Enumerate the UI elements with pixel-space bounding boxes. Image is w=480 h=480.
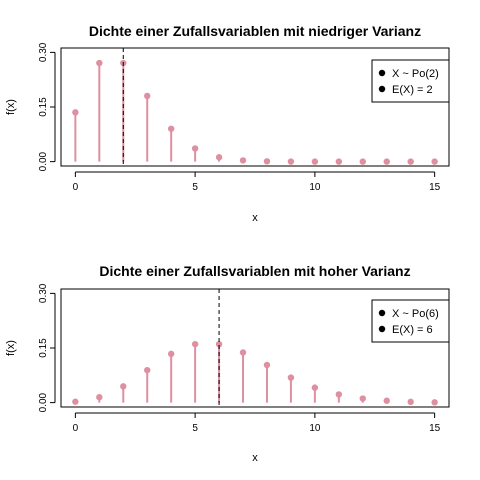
data-point (407, 158, 414, 165)
data-point (335, 391, 343, 398)
data-point (383, 158, 390, 165)
legend-box (371, 59, 450, 103)
data-point (120, 383, 127, 390)
data-point (215, 340, 223, 348)
plot-frame (60, 288, 450, 408)
chart-panel-low-variance: Dichte einer Zufallsvariablen mit niedri… (5, 23, 450, 224)
y-axis-label: f(x) (5, 99, 17, 115)
data-point (287, 374, 295, 381)
data-point (167, 125, 175, 132)
x-tick-label: 15 (429, 423, 441, 434)
chart-title: Dichte einer Zufallsvariablen mit niedri… (89, 23, 421, 39)
x-tick-label: 5 (192, 182, 198, 193)
legend-entry-mean: E(X) = 2 (392, 84, 433, 96)
data-point (431, 399, 438, 406)
data-point (359, 395, 366, 402)
legend-marker (378, 325, 386, 333)
data-point (383, 397, 390, 404)
x-axis-label: x (252, 212, 258, 224)
legend-entry-distribution: X ~ Po(2) (392, 68, 439, 80)
data-point (239, 349, 247, 356)
data-point (96, 394, 103, 401)
data-point (239, 157, 247, 164)
data-point (191, 145, 199, 152)
chart-panel-high-variance: Dichte einer Zufallsvariablen mit hoher … (5, 263, 450, 464)
data-point (72, 109, 79, 116)
y-tick-label: 0.15 (38, 97, 49, 117)
x-tick-label: 0 (73, 182, 79, 193)
data-point (311, 158, 319, 165)
data-point (215, 154, 223, 161)
axis-ticks: 0 5 10 15 0.00 0.15 0.30 (38, 42, 441, 193)
chart-marks (72, 48, 438, 166)
x-tick-label: 0 (73, 423, 79, 434)
legend-marker (378, 85, 386, 93)
y-tick-label: 0.30 (38, 42, 49, 62)
legend-entry-distribution: X ~ Po(6) (392, 308, 439, 320)
data-point (335, 158, 343, 165)
y-tick-label: 0.15 (38, 338, 49, 358)
data-point (263, 361, 271, 369)
y-axis-label: f(x) (5, 340, 17, 356)
plot-frame (60, 47, 450, 167)
data-point (96, 59, 103, 67)
x-tick-label: 15 (429, 182, 441, 193)
data-point (191, 340, 199, 348)
y-tick-label: 0.00 (38, 151, 49, 171)
legend: X ~ Po(6) E(X) = 6 (371, 299, 450, 343)
y-tick-label: 0.00 (38, 392, 49, 412)
data-point (287, 158, 295, 165)
chart-marks (72, 289, 438, 407)
x-axis-label: x (252, 452, 258, 464)
legend-entry-mean: E(X) = 6 (392, 324, 433, 336)
data-point (311, 384, 319, 391)
data-point (167, 350, 175, 358)
x-tick-label: 10 (309, 423, 321, 434)
data-point (359, 158, 366, 165)
x-tick-label: 10 (309, 182, 321, 193)
legend: X ~ Po(2) E(X) = 2 (371, 59, 450, 103)
data-point (263, 158, 271, 165)
y-tick-label: 0.30 (38, 283, 49, 303)
data-point (72, 398, 79, 405)
legend-marker (378, 69, 386, 77)
axis-ticks: 0 5 10 15 0.00 0.15 0.30 (38, 283, 441, 434)
data-point (144, 92, 151, 100)
data-point (144, 366, 151, 374)
data-point (407, 398, 414, 406)
chart-title: Dichte einer Zufallsvariablen mit hoher … (99, 263, 410, 279)
legend-marker (378, 309, 386, 317)
legend-box (371, 299, 450, 343)
x-tick-label: 5 (192, 423, 198, 434)
data-point (431, 158, 438, 165)
